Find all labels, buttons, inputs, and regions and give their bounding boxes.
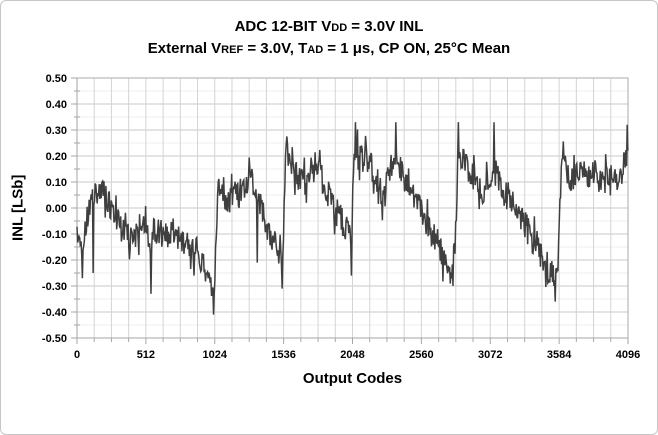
y-tick-label: -0.10	[42, 229, 67, 241]
title-text: = 3.0V INL	[347, 18, 424, 35]
x-tick-label: 2048	[340, 349, 364, 361]
x-tick-label: 1536	[271, 349, 295, 361]
chart-subtitle: External VREF = 3.0V, TAD = 1 μs, CP ON,…	[1, 40, 657, 57]
y-tick-label: 0.10	[46, 177, 67, 189]
y-tick-label: 0.50	[46, 73, 67, 85]
subscript-text: DD	[331, 22, 348, 34]
y-tick-label: -0.20	[42, 255, 67, 267]
y-tick-label: -0.30	[42, 281, 67, 293]
y-tick-label: 0.00	[46, 203, 67, 215]
subscript-text: REF	[221, 44, 244, 56]
title-text: = 3.0V, T	[243, 40, 308, 57]
title-text: = 1 μs, CP ON, 25°C Mean	[323, 40, 511, 57]
x-tick-label: 1024	[203, 349, 228, 361]
chart-title: ADC 12-BIT VDD = 3.0V INL	[1, 18, 657, 35]
y-axis-title: INL [LSb]	[9, 174, 27, 242]
title-text: ADC 12-BIT V	[234, 18, 332, 35]
inl-series-line	[76, 122, 629, 315]
x-tick-label: 4096	[616, 349, 640, 361]
x-tick-label: 512	[137, 349, 155, 361]
x-tick-label: 3072	[478, 349, 502, 361]
y-tick-label: -0.50	[42, 333, 67, 345]
y-tick-label: -0.40	[42, 307, 67, 319]
y-tick-label: 0.20	[46, 151, 67, 163]
title-text: External V	[147, 40, 222, 57]
y-tick-label: 0.30	[46, 125, 67, 137]
subscript-text: AD	[307, 44, 324, 56]
x-tick-label: 3584	[547, 349, 572, 361]
x-axis-title: Output Codes	[302, 370, 403, 387]
y-tick-label: 0.40	[46, 99, 67, 111]
x-tick-label: 0	[74, 349, 80, 361]
x-tick-label: 2560	[409, 349, 433, 361]
